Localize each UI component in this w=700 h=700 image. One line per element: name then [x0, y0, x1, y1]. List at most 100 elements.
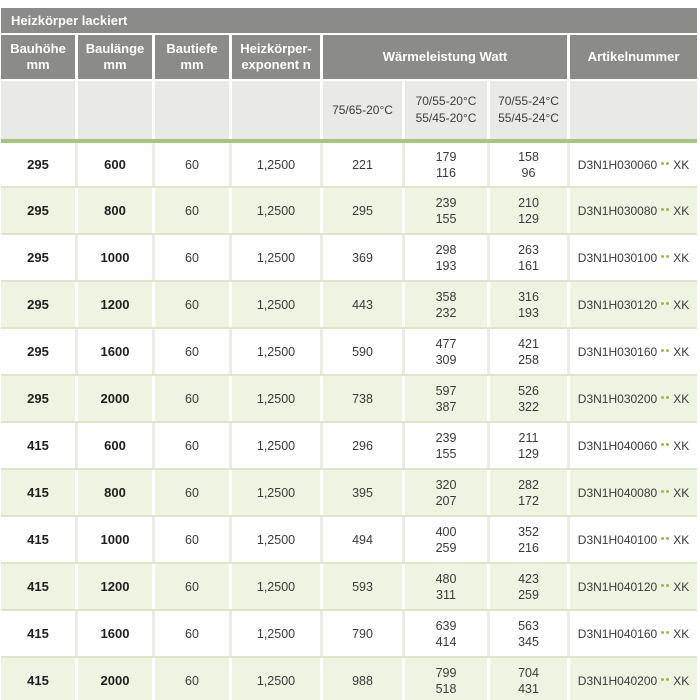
artikel-suffix: XK	[673, 391, 690, 406]
cell-w75: 590	[323, 329, 405, 374]
header-artikelnummer: Artikelnummer	[570, 35, 697, 79]
artikel-code: D3N1H030120	[577, 297, 658, 312]
cell-exponent: 1,2500	[232, 376, 323, 421]
artikel-suffix: XK	[673, 626, 690, 641]
table-row: 295 1600 60 1,2500 590 477 309 421 258 D3N1H030…	[1, 327, 697, 374]
green-dot-icon	[666, 490, 670, 493]
cell-baulaenge: 600	[78, 423, 155, 468]
cell-w70_20: 400 259	[405, 517, 490, 562]
header-bauhoehe: Bauhöhe mm	[1, 35, 78, 79]
green-dots-icon	[661, 631, 670, 636]
subheader-70-55-20: 70/55-20°C 55/45-20°C	[405, 81, 490, 139]
subheader-row: 75/65-20°C 70/55-20°C 55/45-20°C 70/55-2…	[1, 81, 697, 139]
cell-bauhoehe: 415	[1, 658, 78, 700]
cell-exponent: 1,2500	[232, 143, 323, 186]
header-exponent: Heizkörper- exponent n	[232, 35, 323, 79]
cell-baulaenge: 2000	[78, 658, 155, 700]
artikel-suffix: XK	[673, 297, 690, 312]
cell-baulaenge: 1200	[78, 564, 155, 609]
artikel-code: D3N1H040080	[577, 485, 658, 500]
table-row: 415 1000 60 1,2500 494 400 259 352 216 D3N1H040…	[1, 515, 697, 562]
cell-exponent: 1,2500	[232, 188, 323, 233]
cell-artikel: D3N1H030200 XK	[570, 376, 697, 421]
cell-artikel: D3N1H030160 XK	[570, 329, 697, 374]
cell-bautiefe: 60	[155, 235, 232, 280]
artikelnummer-value: D3N1H040100 XK	[578, 532, 689, 548]
cell-bauhoehe: 295	[1, 188, 78, 233]
green-dot-icon	[661, 584, 665, 587]
cell-artikel: D3N1H030100 XK	[570, 235, 697, 280]
green-dots-icon	[661, 255, 670, 260]
cell-bautiefe: 60	[155, 658, 232, 700]
cell-artikel: D3N1H040160 XK	[570, 611, 697, 656]
cell-artikel: D3N1H030080 XK	[570, 188, 697, 233]
cell-bauhoehe: 295	[1, 282, 78, 327]
subheader-empty	[1, 81, 78, 139]
subheader-75-65-20: 75/65-20°C	[323, 81, 405, 139]
green-dots-icon	[661, 678, 670, 683]
header-baulaenge: Baulänge mm	[78, 35, 155, 79]
cell-artikel: D3N1H040120 XK	[570, 564, 697, 609]
cell-w70_20: 597 387	[405, 376, 490, 421]
artikelnummer-value: D3N1H030080 XK	[578, 203, 689, 219]
artikelnummer-value: D3N1H030060 XK	[578, 157, 689, 173]
cell-w70_20: 358 232	[405, 282, 490, 327]
cell-w75: 738	[323, 376, 405, 421]
cell-w70_24: 210 129	[490, 188, 570, 233]
green-dot-icon	[661, 631, 665, 634]
green-dots-icon	[661, 443, 670, 448]
cell-w70_20: 639 414	[405, 611, 490, 656]
header-waermeleistung: Wärmeleistung Watt	[323, 35, 570, 79]
artikelnummer-value: D3N1H030100 XK	[578, 250, 689, 266]
cell-bauhoehe: 415	[1, 517, 78, 562]
artikel-code: D3N1H030200	[577, 391, 658, 406]
cell-artikel: D3N1H040080 XK	[570, 470, 697, 515]
cell-w70_20: 239 155	[405, 423, 490, 468]
cell-exponent: 1,2500	[232, 282, 323, 327]
cell-baulaenge: 600	[78, 143, 155, 186]
cell-artikel: D3N1H040100 XK	[570, 517, 697, 562]
cell-bauhoehe: 415	[1, 564, 78, 609]
green-dots-icon	[661, 208, 670, 213]
cell-w70_24: 316 193	[490, 282, 570, 327]
cell-w70_24: 423 259	[490, 564, 570, 609]
cell-bauhoehe: 295	[1, 235, 78, 280]
green-dot-icon	[661, 255, 665, 258]
artikel-code: D3N1H040160	[577, 626, 658, 641]
green-dot-icon	[661, 302, 665, 305]
green-dots-icon	[661, 302, 670, 307]
green-dots-icon	[661, 162, 670, 167]
cell-bautiefe: 60	[155, 517, 232, 562]
green-dots-icon	[661, 537, 670, 542]
cell-baulaenge: 800	[78, 470, 155, 515]
cell-w75: 221	[323, 143, 405, 186]
cell-w75: 988	[323, 658, 405, 700]
green-dot-icon	[666, 631, 670, 634]
artikel-code: D3N1H030100	[577, 250, 658, 265]
artikelnummer-value: D3N1H030200 XK	[578, 391, 689, 407]
green-dot-icon	[666, 255, 670, 258]
cell-exponent: 1,2500	[232, 423, 323, 468]
green-dot-icon	[666, 396, 670, 399]
green-dot-icon	[661, 349, 665, 352]
cell-baulaenge: 1200	[78, 282, 155, 327]
subheader-empty	[155, 81, 232, 139]
green-dot-icon	[661, 443, 665, 446]
cell-exponent: 1,2500	[232, 517, 323, 562]
green-dot-icon	[661, 678, 665, 681]
artikelnummer-value: D3N1H040160 XK	[578, 626, 689, 642]
header-accent-line	[1, 139, 697, 143]
subheader-70-55-24: 70/55-24°C 55/45-24°C	[490, 81, 570, 139]
green-dot-icon	[666, 584, 670, 587]
artikel-suffix: XK	[673, 203, 690, 218]
table-row: 295 600 60 1,2500 221 179 116 158 96 D3N1H03006…	[1, 143, 697, 186]
cell-w70_24: 526 322	[490, 376, 570, 421]
cell-bautiefe: 60	[155, 329, 232, 374]
cell-bauhoehe: 415	[1, 470, 78, 515]
cell-w75: 369	[323, 235, 405, 280]
artikel-suffix: XK	[673, 344, 690, 359]
artikel-suffix: XK	[673, 673, 690, 688]
artikel-suffix: XK	[673, 532, 690, 547]
artikel-suffix: XK	[673, 250, 690, 265]
green-dot-icon	[661, 396, 665, 399]
